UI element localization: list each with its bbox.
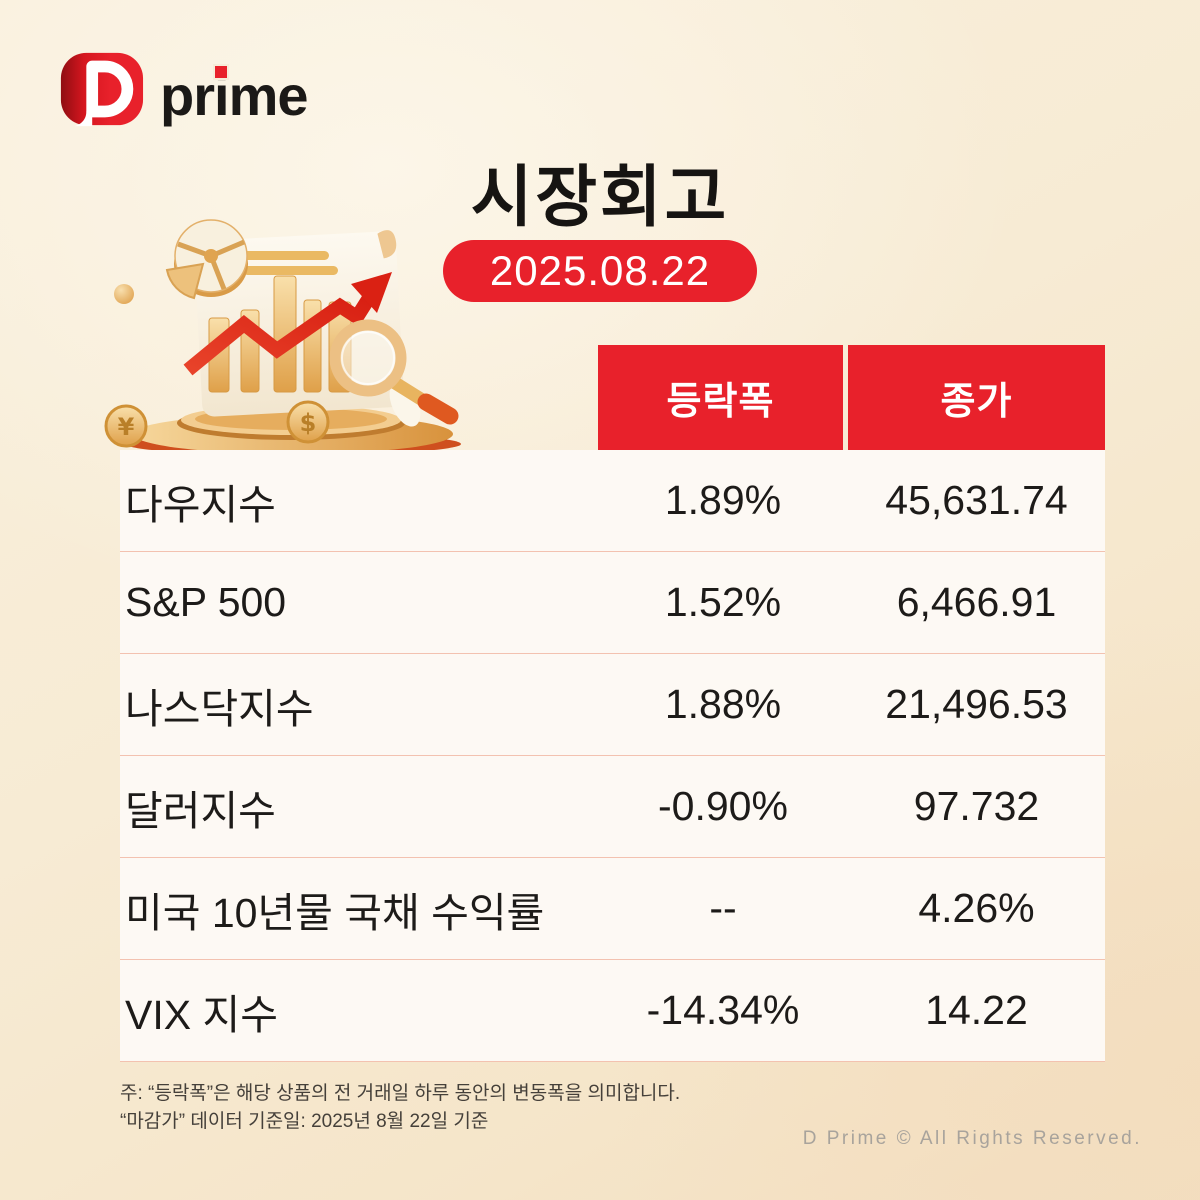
- row-change: -0.90%: [658, 783, 788, 829]
- row-change: 1.88%: [664, 681, 782, 727]
- page-title: 시장회고: [470, 160, 730, 235]
- d-logo-mark: [60, 52, 144, 127]
- coin-yen-icon: ¥: [104, 404, 148, 448]
- row-label: 미국 10년물 국채 수익률: [125, 889, 545, 936]
- magnifier-icon: [329, 319, 459, 425]
- d-prime-logo: prime: [57, 50, 308, 128]
- row-label: VIX 지수: [125, 991, 278, 1038]
- date-badge: 2025.08.22: [443, 240, 757, 302]
- market-chart-illustration: ¥ $: [104, 219, 461, 455]
- table-row: S&P 500 1.52% 6,466.91: [120, 552, 1105, 654]
- row-label: S&P 500: [125, 579, 287, 625]
- row-label: 나스닥지수: [125, 685, 314, 732]
- column-header-close: 종가: [848, 345, 1105, 450]
- row-close: 14.22: [925, 987, 1028, 1033]
- coin-dollar-icon: $: [286, 400, 330, 444]
- row-change: 1.52%: [664, 579, 782, 625]
- market-table: 등락폭 종가 다우지수 1.89% 45,631.74 S&P 500 1.52…: [120, 345, 1105, 1062]
- table-row: 달러지수 -0.90% 97.732: [120, 756, 1105, 858]
- row-close: 97.732: [913, 783, 1040, 829]
- pie-chart-icon: [165, 219, 248, 300]
- row-label: 다우지수: [125, 481, 276, 528]
- table-row: 다우지수 1.89% 45,631.74: [120, 450, 1105, 552]
- trend-arrow-icon: [183, 272, 392, 376]
- row-close: 6,466.91: [896, 579, 1057, 625]
- table-body: 다우지수 1.89% 45,631.74 S&P 500 1.52% 6,466…: [120, 450, 1105, 1062]
- header-spacer: [120, 345, 598, 450]
- row-close: 45,631.74: [885, 477, 1068, 523]
- column-header-change: 등락폭: [598, 345, 843, 450]
- row-close: 21,496.53: [885, 681, 1068, 727]
- copyright-text: D Prime © All Rights Reserved.: [802, 1128, 1142, 1149]
- logo-prime-text: prime: [160, 64, 308, 127]
- footnote-line1: 주: “등락폭”은 해당 상품의 전 거래일 하루 동안의 변동폭을 의미합니다…: [120, 1083, 681, 1104]
- row-change: -14.34%: [646, 987, 800, 1033]
- row-label: 달러지수: [125, 787, 276, 834]
- table-row: 미국 10년물 국채 수익률 -- 4.26%: [120, 858, 1105, 960]
- row-change: 1.89%: [664, 477, 782, 523]
- row-change: --: [709, 885, 737, 931]
- footnote-line2: “마감가” 데이터 기준일: 2025년 8월 22일 기준: [120, 1111, 489, 1132]
- table-header: 등락폭 종가: [120, 345, 1105, 450]
- svg-text:$: $: [300, 409, 317, 437]
- svg-text:¥: ¥: [118, 413, 135, 441]
- row-close: 4.26%: [918, 885, 1035, 931]
- text-lines: [243, 251, 338, 275]
- table-row: VIX 지수 -14.34% 14.22: [120, 960, 1105, 1062]
- footnotes: 주: “등락폭”은 해당 상품의 전 거래일 하루 동안의 변동폭을 의미합니다…: [120, 1080, 680, 1136]
- gold-sphere: [114, 284, 134, 304]
- table-row: 나스닥지수 1.88% 21,496.53: [120, 654, 1105, 756]
